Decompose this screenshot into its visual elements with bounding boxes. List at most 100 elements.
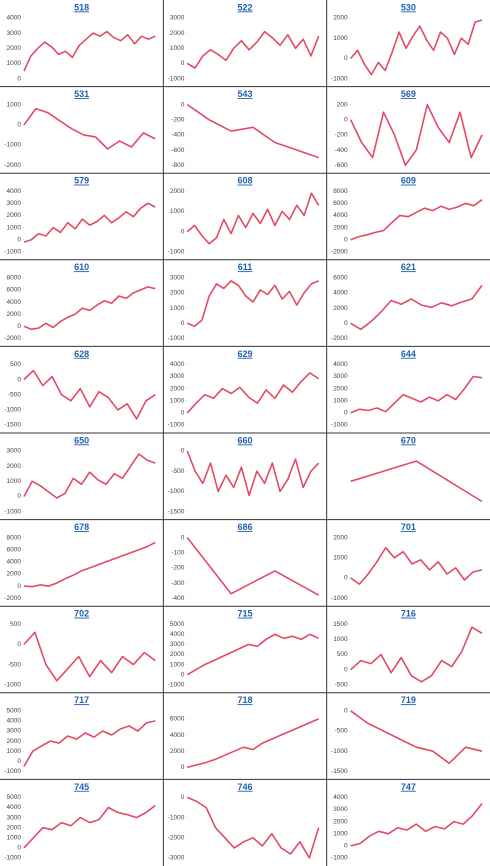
y-tick-label: 4000: [7, 718, 22, 725]
chart-title: 569: [401, 89, 416, 99]
y-tick-label: 2000: [333, 385, 348, 392]
y-tick-label: 5000: [170, 621, 185, 628]
y-tick-label: 2000: [170, 30, 185, 37]
y-tick-label: 0: [181, 320, 185, 327]
y-tick-label: 6000: [333, 275, 348, 282]
y-tick-label: -100: [171, 549, 184, 556]
y-tick-label: 0: [344, 666, 348, 673]
y-tick-label: 0: [181, 60, 185, 67]
y-tick-label: 0: [344, 55, 348, 62]
y-tick-label: 3000: [170, 15, 185, 22]
y-tick-label: 200: [337, 101, 348, 108]
chart-title: 531: [74, 89, 89, 99]
y-tick-label: -1000: [331, 595, 348, 602]
y-tick-label: 1000: [7, 478, 22, 485]
data-line: [349, 103, 483, 166]
y-tick-label: 3000: [170, 373, 185, 380]
y-tick-label: 2000: [7, 824, 22, 831]
y-tick-label: -300: [171, 580, 184, 587]
y-tick-label: -3000: [168, 855, 185, 862]
y-tick-label: 2000: [333, 15, 348, 22]
data-line: [350, 626, 483, 683]
y-tick-label: -1000: [168, 814, 185, 821]
chart-title: 719: [401, 695, 416, 705]
y-tick-label: -200: [171, 116, 184, 123]
data-line: [23, 804, 156, 849]
y-tick-label: 500: [337, 651, 348, 658]
chart-title: 660: [237, 435, 252, 445]
y-tick-label: 0: [181, 794, 185, 801]
chart-title: 621: [401, 262, 416, 272]
y-tick-label: -2000: [4, 335, 21, 342]
y-tick-label: 8000: [333, 188, 348, 195]
y-tick-label: 1000: [7, 101, 22, 108]
chart-title: 715: [237, 609, 252, 619]
y-tick-label: 3000: [7, 814, 22, 821]
y-tick-label: -400: [335, 147, 348, 154]
y-tick-label: 0: [344, 410, 348, 417]
y-tick-label: -1000: [331, 75, 348, 82]
chart-title: 702: [74, 609, 89, 619]
y-tick-label: 2000: [170, 290, 185, 297]
y-tick-label: 2000: [170, 385, 185, 392]
data-line: [187, 718, 320, 769]
y-tick-label: 1000: [170, 397, 185, 404]
y-tick-label: 0: [181, 101, 185, 108]
data-line: [350, 284, 483, 331]
y-tick-label: 1000: [333, 397, 348, 404]
data-line: [186, 30, 320, 69]
chart-title: 718: [237, 695, 252, 705]
y-tick-label: 3000: [7, 30, 22, 37]
y-tick-label: 0: [17, 376, 21, 383]
y-tick-label: 1000: [7, 60, 22, 67]
y-tick-label: -1500: [4, 422, 21, 429]
chart-title: 747: [401, 782, 416, 792]
chart-title: 629: [237, 349, 252, 359]
chart-title: 609: [401, 176, 416, 186]
y-tick-label: 0: [17, 323, 21, 330]
y-tick-label: 4000: [7, 188, 22, 195]
chart-title: 610: [74, 262, 89, 272]
y-tick-label: -1500: [168, 508, 185, 515]
y-tick-label: 1000: [7, 748, 22, 755]
data-line: [186, 633, 320, 676]
chart-title: 644: [401, 349, 416, 359]
y-tick-label: 6000: [7, 546, 22, 553]
y-tick-label: 2000: [333, 224, 348, 231]
y-tick-label: 1000: [333, 830, 348, 837]
y-tick-label: -1000: [331, 422, 348, 429]
y-tick-label: -500: [335, 728, 348, 735]
y-tick-label: 3000: [7, 728, 22, 735]
chart-title: 717: [74, 695, 89, 705]
y-tick-label: 1000: [170, 208, 185, 215]
y-tick-label: -1000: [168, 422, 185, 429]
y-tick-label: 2000: [333, 305, 348, 312]
data-line: [186, 450, 320, 497]
y-tick-label: 2000: [7, 311, 22, 318]
chart-title: 745: [74, 782, 89, 792]
data-line: [23, 720, 156, 767]
y-tick-label: -200: [171, 565, 184, 572]
y-tick-label: 2000: [170, 188, 185, 195]
chart-title: 579: [74, 176, 89, 186]
data-line: [23, 202, 156, 243]
y-tick-label: -1000: [168, 682, 185, 689]
y-tick-label: -2000: [4, 595, 21, 602]
chart-title: 746: [237, 782, 252, 792]
y-tick-label: 3000: [7, 200, 22, 207]
y-tick-label: 3000: [333, 373, 348, 380]
y-tick-label: 0: [181, 764, 185, 771]
y-tick-label: 0: [344, 320, 348, 327]
y-tick-label: 6000: [333, 200, 348, 207]
y-tick-label: 8000: [7, 275, 22, 282]
chart-title: 686: [237, 522, 252, 532]
y-tick-label: 2000: [170, 748, 185, 755]
y-tick-label: 0: [181, 534, 185, 541]
y-tick-label: 2000: [333, 534, 348, 541]
y-tick-label: -1000: [4, 407, 21, 414]
data-line: [23, 107, 156, 150]
y-tick-label: 0: [344, 843, 348, 850]
data-line: [350, 710, 483, 765]
y-tick-label: 2000: [7, 463, 22, 470]
y-tick-label: 6000: [170, 716, 185, 723]
